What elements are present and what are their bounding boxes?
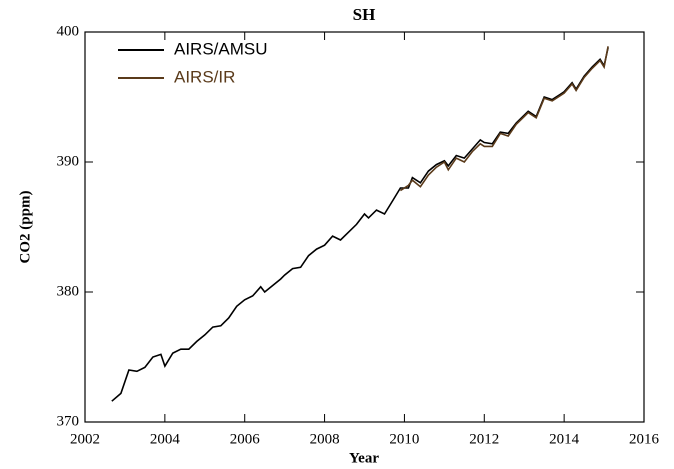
chart-title: SH: [353, 5, 376, 24]
x-tick-label: 2012: [469, 431, 499, 447]
legend-label: AIRS/AMSU: [174, 39, 268, 58]
x-tick-label: 2016: [629, 431, 660, 447]
y-tick-label: 380: [57, 283, 80, 299]
x-tick-label: 2010: [389, 431, 419, 447]
series-line: [399, 46, 609, 192]
y-axis-label: CO2 (ppm): [17, 191, 33, 264]
legend-label: AIRS/IR: [174, 67, 235, 86]
y-tick-label: 390: [57, 153, 80, 169]
x-tick-label: 2004: [150, 431, 181, 447]
y-tick-label: 370: [57, 413, 80, 429]
plot-frame: [84, 31, 645, 423]
series-line: [111, 47, 609, 402]
x-tick-label: 2008: [310, 431, 340, 447]
x-tick-label: 2014: [549, 431, 580, 447]
x-axis-label: Year: [349, 450, 379, 466]
y-tick-label: 400: [57, 23, 80, 39]
x-tick-label: 2006: [230, 431, 261, 447]
x-tick-label: 2002: [70, 431, 100, 447]
